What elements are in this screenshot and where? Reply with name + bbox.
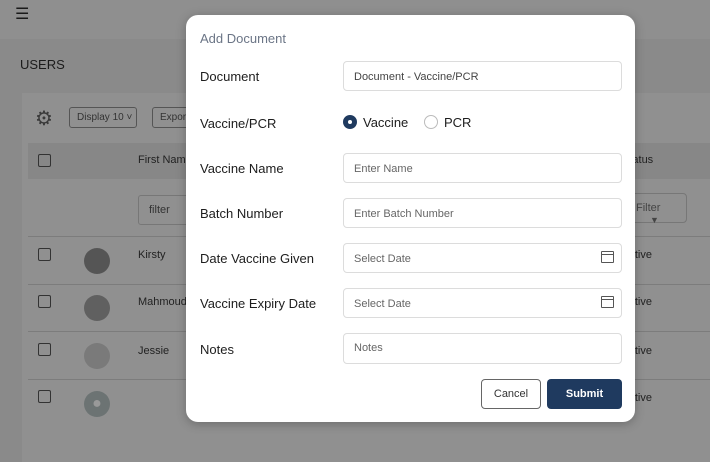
pcr-radio[interactable]	[424, 115, 438, 129]
expiry-date-label: Vaccine Expiry Date	[200, 296, 317, 311]
avatar	[84, 343, 110, 369]
status-filter-label: Filter	[636, 202, 661, 214]
vaccine-name-label: Vaccine Name	[200, 161, 284, 176]
display-count-button[interactable]: Display 10 ˅	[69, 107, 137, 128]
calendar-icon[interactable]	[601, 296, 614, 308]
expiry-date-input[interactable]: Select Date	[343, 288, 622, 318]
document-field[interactable]: Document - Vaccine/PCR	[343, 61, 622, 91]
row-first-name: Jessie	[138, 345, 170, 357]
avatar	[84, 248, 110, 274]
calendar-icon[interactable]	[601, 251, 614, 263]
batch-number-input[interactable]: Enter Batch Number	[343, 198, 622, 228]
row-first-name: Kirsty	[138, 249, 166, 261]
select-all-checkbox[interactable]	[38, 154, 51, 167]
modal-title: Add Document	[200, 31, 286, 46]
vaccine-pcr-label: Vaccine/PCR	[200, 116, 277, 131]
vaccine-radio-label[interactable]: Vaccine	[363, 115, 409, 130]
notes-label: Notes	[200, 342, 234, 357]
vaccine-name-input[interactable]: Enter Name	[343, 153, 622, 183]
submit-button[interactable]: Submit	[547, 379, 622, 409]
date-given-label: Date Vaccine Given	[200, 251, 314, 266]
date-given-placeholder: Select Date	[354, 253, 411, 265]
page-title: USERS	[20, 57, 65, 72]
avatar	[84, 295, 110, 321]
row-checkbox[interactable]	[38, 343, 51, 356]
add-document-modal: Add Document Document Document - Vaccine…	[186, 15, 635, 422]
batch-number-label: Batch Number	[200, 206, 284, 221]
hamburger-menu-icon[interactable]: ☰	[15, 6, 30, 23]
caret-down-icon: ▼	[650, 215, 659, 225]
gear-icon[interactable]: ⚙	[35, 108, 53, 130]
vaccine-radio[interactable]	[343, 115, 357, 129]
row-first-name: Mahmoud	[138, 296, 186, 308]
row-checkbox[interactable]	[38, 390, 51, 403]
expiry-date-placeholder: Select Date	[354, 298, 411, 310]
notes-textarea[interactable]: Notes	[343, 333, 622, 364]
pcr-radio-label[interactable]: PCR	[444, 115, 472, 130]
row-checkbox[interactable]	[38, 248, 51, 261]
column-first-name[interactable]: First Name	[138, 154, 186, 166]
cancel-button[interactable]: Cancel	[481, 379, 541, 409]
date-given-input[interactable]: Select Date	[343, 243, 622, 273]
default-user-avatar-icon: ●	[84, 391, 110, 417]
document-label: Document	[200, 69, 260, 84]
row-checkbox[interactable]	[38, 295, 51, 308]
